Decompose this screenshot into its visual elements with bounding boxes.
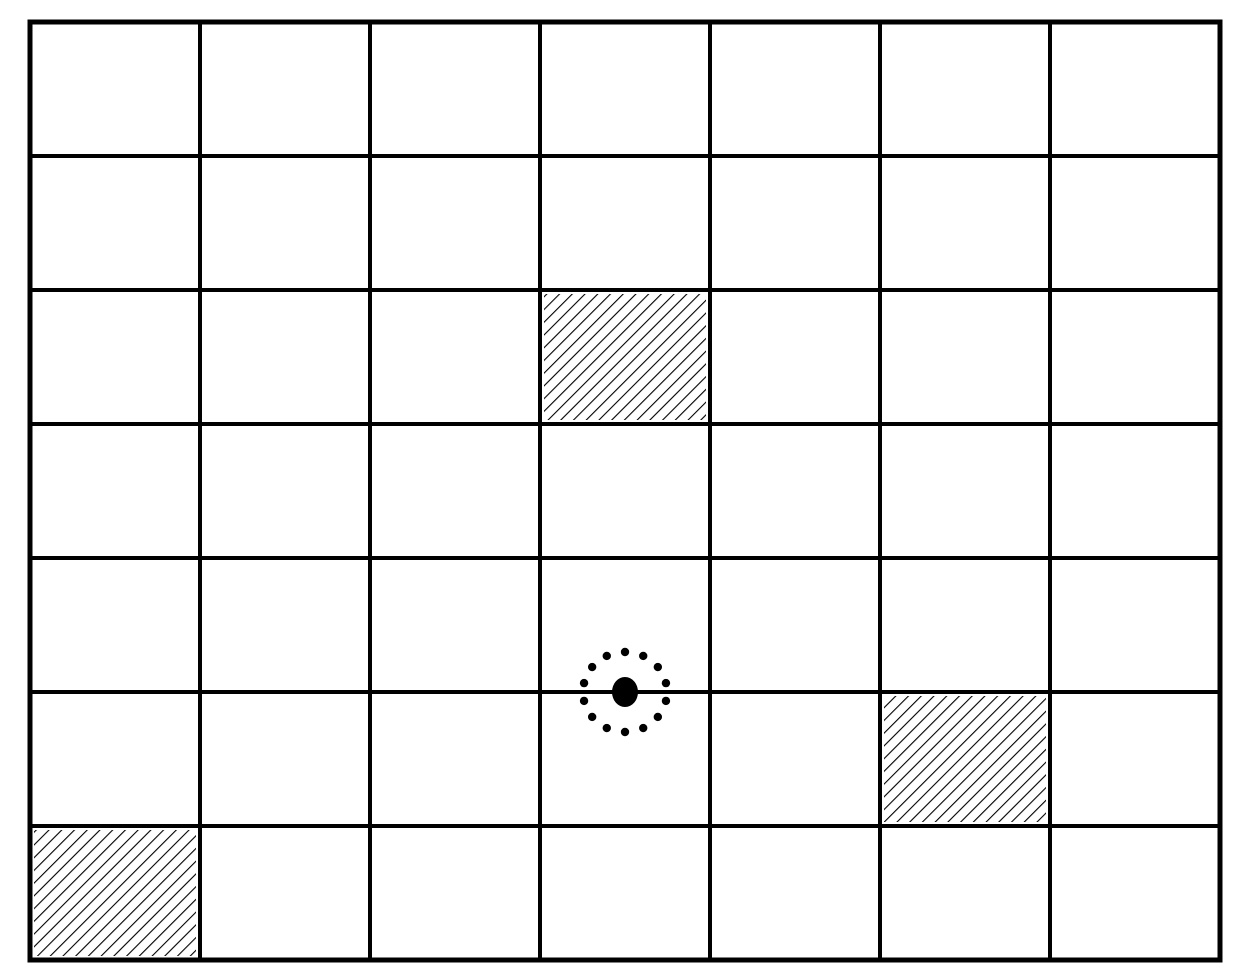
hatched-cell [880,692,1050,826]
hatched-cell [30,826,200,960]
marker-dot [612,677,638,707]
grid-diagram [0,0,1240,976]
grid-svg [0,0,1240,976]
hatched-cell [540,290,710,424]
